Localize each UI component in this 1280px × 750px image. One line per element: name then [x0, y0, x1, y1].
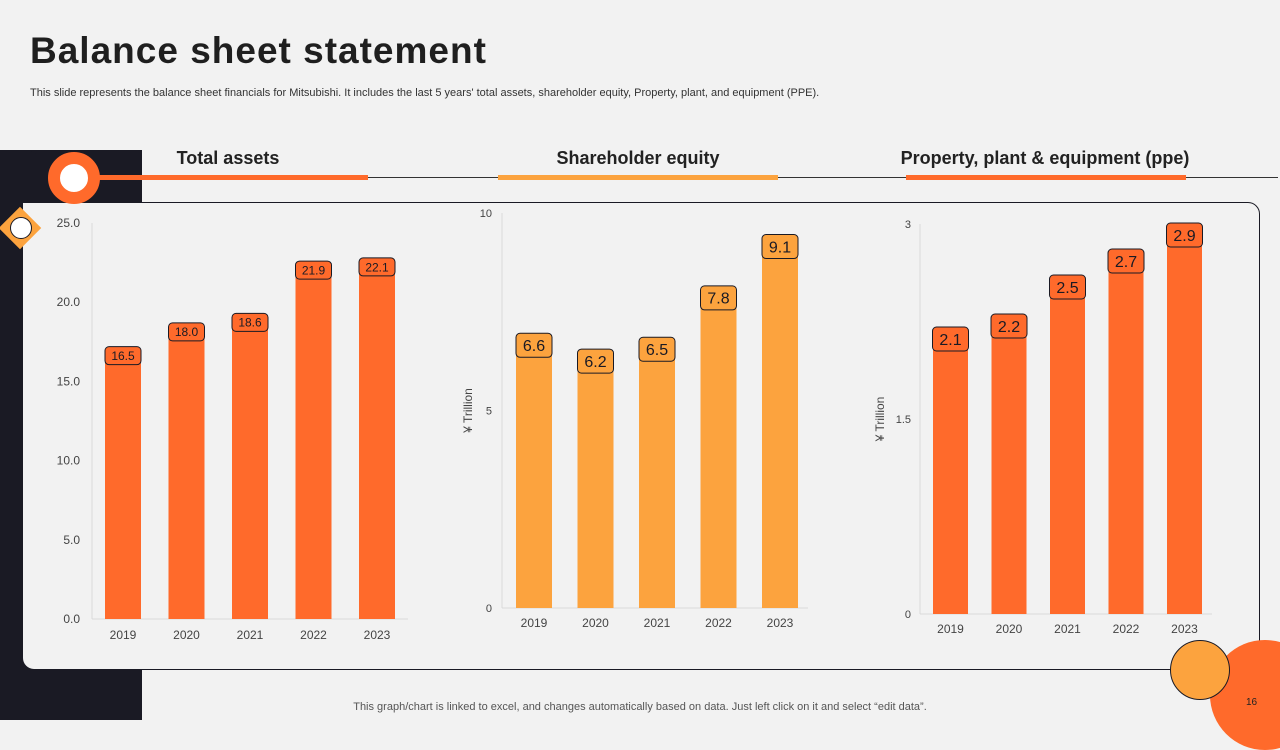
chart-0-x-tick-label: 2022: [300, 628, 327, 642]
chart-0-y-tick-label: 20.0: [57, 295, 81, 309]
chart-0-data-label: 18.0: [175, 325, 199, 339]
chart-1-y-axis-label: ¥ Trillion: [461, 388, 475, 434]
chart-0-y-tick-label: 25.0: [57, 216, 81, 230]
footer-note: This graph/chart is linked to excel, and…: [353, 701, 927, 713]
chart-2-data-label: 2.9: [1173, 228, 1195, 245]
chart-2-bar-2023: [1167, 237, 1202, 614]
chart-0-x-tick-label: 2019: [110, 628, 137, 642]
chart-2-data-label: 2.1: [939, 332, 961, 349]
chart-2-x-tick-label: 2023: [1171, 622, 1198, 636]
underline-total-assets: [98, 175, 368, 180]
underline-ppe: [906, 175, 1186, 180]
chart-0-x-tick-label: 2020: [173, 628, 200, 642]
chart-0-data-label: 22.1: [365, 260, 389, 274]
chart-title-shareholder-equity: Shareholder equity: [556, 148, 720, 168]
chart-0-data-label-box: [168, 322, 205, 342]
page-subtitle: This slide represents the balance sheet …: [30, 87, 820, 99]
chart-2-y-tick-label: 0: [905, 609, 911, 621]
chart-0-data-label: 21.9: [302, 263, 326, 277]
chart-0-bar-2020: [168, 333, 205, 619]
chart-2-data-label-box: [1166, 222, 1203, 248]
chart-1-x-tick-label: 2020: [582, 616, 609, 630]
chart-2-x-tick-label: 2022: [1113, 622, 1140, 636]
chart-2-bar-2022: [1108, 263, 1144, 614]
dark-top-tab: [0, 150, 48, 200]
chart-0-data-label-box: [295, 260, 332, 280]
chart-2-y-tick-label: 1.5: [896, 414, 911, 426]
chart-0-data-label: 16.5: [111, 349, 135, 363]
chart-1-data-label-box: [577, 348, 614, 374]
chart-2-bar-2021: [1050, 289, 1085, 614]
chart-1-bar-2022: [700, 299, 737, 608]
chart-0-bar-2019: [105, 357, 141, 619]
chart-2-data-label-box: [990, 313, 1028, 339]
chart-1-data-label: 9.1: [769, 239, 791, 256]
page-number: 16: [1246, 697, 1258, 708]
chart-1-y-tick-label: 5: [486, 406, 492, 418]
chart-1-x-tick-label: 2019: [521, 616, 548, 630]
chart-0-data-label-box: [104, 346, 142, 366]
chart-2-bar-2020: [991, 328, 1027, 614]
chart-1-data-label-box: [700, 285, 737, 311]
chart-title-total-assets: Total assets: [176, 148, 280, 168]
chart-title-ppe: Property, plant & equipment (ppe): [900, 148, 1190, 168]
chart-0-bar-2021: [232, 324, 268, 619]
chart-0-bar-2023: [359, 268, 395, 619]
chart-0-data-label: 18.6: [238, 316, 262, 330]
chart-0-x-tick-label: 2023: [364, 628, 391, 642]
chart-0-bar-2022: [295, 272, 332, 619]
orange-ring-decoration: [48, 152, 100, 204]
chart-0-data-label-box: [231, 312, 269, 332]
chart-1-bar-2023: [762, 248, 798, 609]
chart-2-x-tick-label: 2020: [996, 622, 1023, 636]
chart-0-x-tick-label: 2021: [237, 628, 264, 642]
chart-2-y-axis-label: ¥ Trillion: [873, 397, 887, 443]
chart-0-data-label-box: [358, 257, 396, 277]
chart-1-bar-2021: [639, 351, 675, 608]
chart-1-bar-2020: [577, 363, 614, 608]
diamond-dot-decoration: [10, 217, 32, 239]
chart-2-bar-2019: [933, 341, 968, 614]
light-orange-circle-decoration: [1170, 640, 1230, 700]
chart-2-x-tick-label: 2021: [1054, 622, 1081, 636]
chart-2-data-label-box: [932, 326, 969, 352]
chart-2-data-label: 2.2: [998, 319, 1020, 336]
page-title: Balance sheet statement: [30, 30, 487, 71]
chart-2-data-label: 2.7: [1115, 254, 1137, 271]
charts-canvas: 0.0 5.0 10.0 15.0 20.0 25.0 16.5 2019 18.0 2020 18…: [57, 208, 1212, 642]
chart-1-data-label: 6.5: [646, 342, 668, 359]
chart-1-bar-2019: [516, 347, 552, 608]
chart-0-y-tick-label: 0.0: [63, 612, 80, 626]
chart-2-data-label-box: [1049, 274, 1086, 300]
chart-2-data-label-box: [1107, 248, 1145, 274]
chart-1-data-label-box: [761, 234, 799, 260]
chart-0-y-tick-label: 10.0: [57, 454, 81, 468]
chart-1-y-tick-label: 0: [486, 603, 492, 615]
chart-1-data-label-box: [515, 332, 553, 358]
chart-1-data-label: 6.6: [523, 338, 545, 355]
chart-2-x-tick-label: 2019: [937, 622, 964, 636]
chart-1-x-tick-label: 2023: [767, 616, 794, 630]
chart-2-data-label: 2.5: [1056, 280, 1078, 297]
chart-2-y-tick-label: 3: [905, 219, 911, 231]
chart-1-x-tick-label: 2021: [644, 616, 671, 630]
chart-1-data-label: 7.8: [707, 291, 729, 308]
chart-1-data-label-box: [638, 336, 676, 362]
chart-1-data-label: 6.2: [584, 354, 606, 371]
chart-0-y-tick-label: 15.0: [57, 374, 81, 388]
chart-1-y-tick-label: 10: [480, 208, 492, 220]
chart-0-y-tick-label: 5.0: [63, 533, 80, 547]
chart-1-x-tick-label: 2022: [705, 616, 732, 630]
underline-shareholder-equity: [498, 175, 778, 180]
